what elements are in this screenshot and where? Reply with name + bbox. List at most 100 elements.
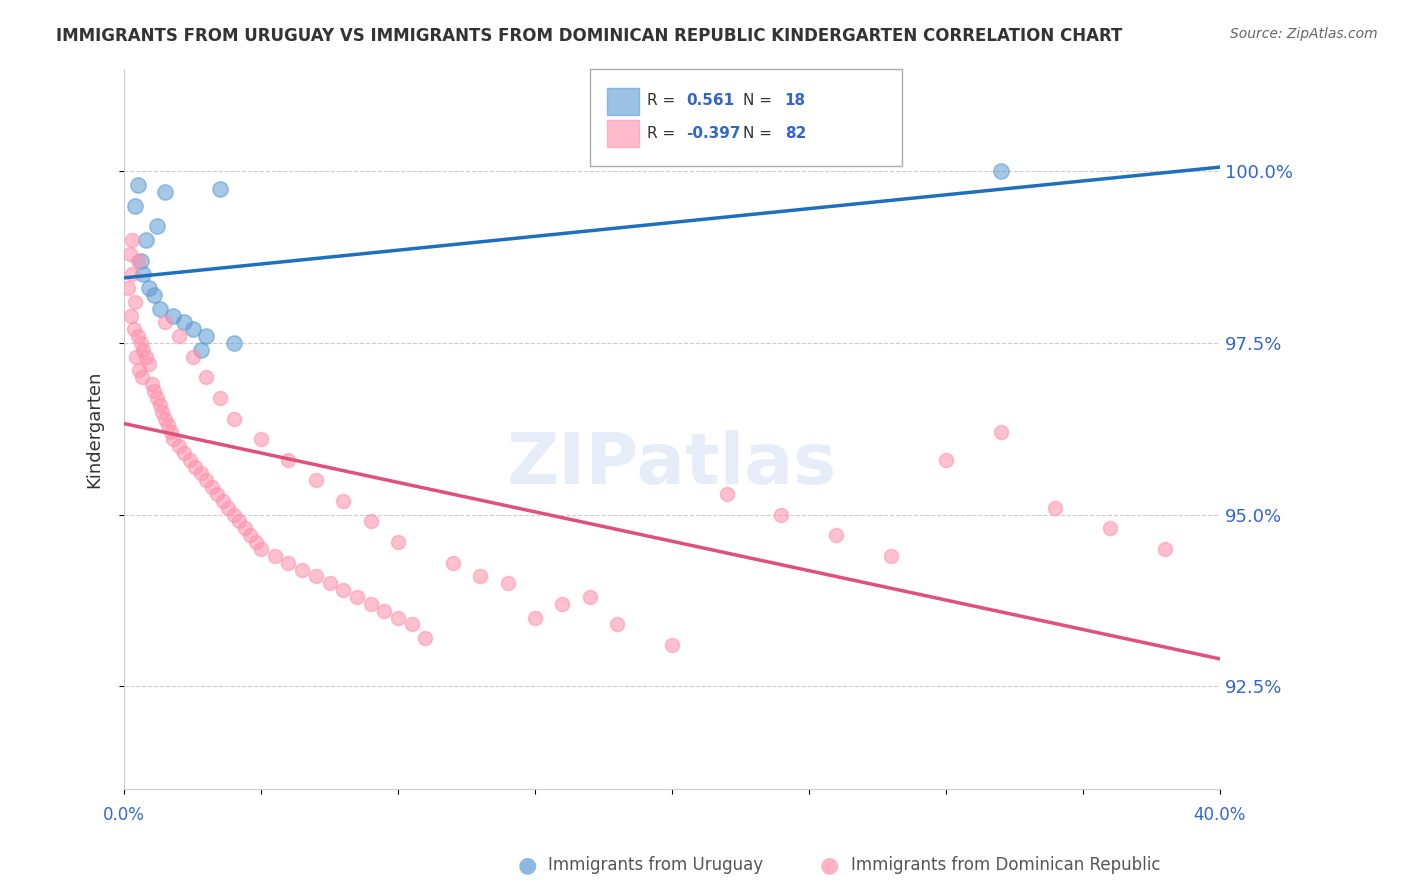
Point — [263, 549, 285, 563]
Point — [716, 487, 738, 501]
Point — [181, 322, 204, 336]
Text: 0.561: 0.561 — [686, 94, 734, 109]
Point — [138, 357, 160, 371]
Point — [156, 418, 179, 433]
Point — [121, 268, 143, 282]
FancyBboxPatch shape — [607, 88, 640, 115]
Point — [135, 233, 157, 247]
Text: 18: 18 — [785, 94, 806, 109]
Point — [523, 610, 546, 624]
Point — [167, 439, 190, 453]
Point — [578, 590, 600, 604]
Text: N =: N = — [744, 94, 772, 109]
Point — [880, 549, 903, 563]
Text: Source: ZipAtlas.com: Source: ZipAtlas.com — [1230, 27, 1378, 41]
Point — [208, 181, 231, 195]
Point — [222, 336, 245, 351]
Text: -0.397: -0.397 — [686, 126, 741, 141]
Point — [990, 164, 1012, 178]
Point — [138, 281, 160, 295]
Point — [305, 569, 328, 583]
Point — [152, 405, 174, 419]
Point — [131, 370, 153, 384]
Point — [190, 467, 212, 481]
Point — [135, 350, 157, 364]
Point — [770, 508, 793, 522]
Point — [124, 294, 146, 309]
Y-axis label: Kindergarten: Kindergarten — [86, 370, 103, 488]
Point — [173, 315, 195, 329]
Point — [233, 521, 256, 535]
Point — [129, 336, 152, 351]
Point — [184, 459, 207, 474]
Point — [120, 309, 142, 323]
Point — [360, 515, 382, 529]
Text: 40.0%: 40.0% — [1194, 806, 1246, 824]
Point — [190, 343, 212, 357]
Text: 0.0%: 0.0% — [103, 806, 145, 824]
Point — [128, 363, 150, 377]
Point — [122, 322, 145, 336]
Point — [250, 541, 273, 556]
Point — [1154, 541, 1177, 556]
Point — [143, 288, 166, 302]
Point — [935, 452, 957, 467]
Point — [167, 329, 190, 343]
Point — [360, 597, 382, 611]
Point — [277, 556, 299, 570]
Text: ●: ● — [820, 855, 839, 875]
Point — [415, 631, 437, 645]
Point — [211, 494, 233, 508]
Point — [195, 370, 218, 384]
Point — [149, 398, 172, 412]
Point — [208, 391, 231, 405]
Point — [155, 411, 177, 425]
Point — [825, 528, 848, 542]
Point — [146, 391, 169, 405]
Point — [146, 219, 169, 234]
Text: N =: N = — [744, 126, 772, 141]
Point — [441, 556, 464, 570]
Point — [195, 329, 218, 343]
Point — [155, 185, 177, 199]
Point — [173, 446, 195, 460]
FancyBboxPatch shape — [607, 120, 640, 147]
Point — [118, 247, 141, 261]
Point — [277, 452, 299, 467]
Point — [217, 500, 239, 515]
Point — [162, 309, 184, 323]
Point — [155, 315, 177, 329]
FancyBboxPatch shape — [589, 69, 903, 166]
Text: R =: R = — [647, 126, 675, 141]
Point — [346, 590, 368, 604]
Point — [125, 350, 148, 364]
Point — [373, 604, 395, 618]
Text: ●: ● — [517, 855, 537, 875]
Point — [201, 480, 224, 494]
Point — [401, 617, 423, 632]
Point — [179, 452, 201, 467]
Point — [228, 515, 250, 529]
Text: ZIPatlas: ZIPatlas — [508, 430, 837, 500]
Point — [132, 268, 155, 282]
Point — [551, 597, 574, 611]
Point — [222, 411, 245, 425]
Point — [1099, 521, 1122, 535]
Point — [661, 638, 683, 652]
Point — [127, 253, 149, 268]
Point — [470, 569, 492, 583]
Point — [387, 610, 409, 624]
Point — [181, 350, 204, 364]
Point — [222, 508, 245, 522]
Point — [207, 487, 229, 501]
Point — [159, 425, 181, 440]
Point — [124, 199, 146, 213]
Point — [143, 384, 166, 398]
Point — [149, 301, 172, 316]
Text: 82: 82 — [785, 126, 806, 141]
Point — [1045, 500, 1067, 515]
Point — [250, 432, 273, 446]
Point — [291, 562, 314, 576]
Point — [245, 535, 267, 549]
Point — [195, 473, 218, 487]
